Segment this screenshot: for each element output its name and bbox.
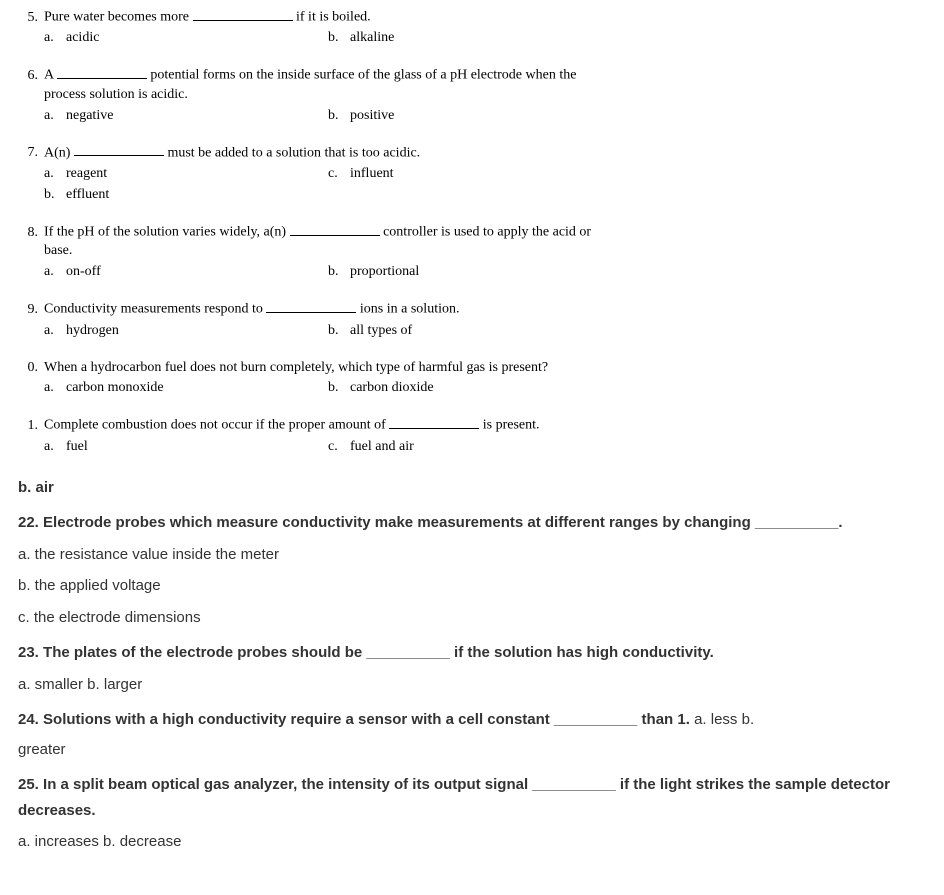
q23-before: The plates of the electrode probes shoul… bbox=[43, 644, 366, 661]
q24-options-inline: a. less b. bbox=[694, 711, 754, 728]
option-letter: a. bbox=[44, 322, 66, 341]
option-text: carbon dioxide bbox=[350, 379, 434, 398]
q23-options: a. smaller b. larger bbox=[18, 672, 926, 698]
fill-blank bbox=[266, 300, 356, 313]
option-text: alkaline bbox=[350, 29, 394, 48]
question-stem: When a hydrocarbon fuel does not burn co… bbox=[44, 359, 926, 378]
fill-blank bbox=[74, 144, 164, 157]
q22: 22. Electrode probes which measure condu… bbox=[18, 510, 926, 536]
option-text: acidic bbox=[66, 29, 99, 48]
q24-before: Solutions with a high conductivity requi… bbox=[43, 711, 554, 728]
question-number: 0. bbox=[18, 359, 44, 378]
q23-after: if the solution has high conductivity. bbox=[450, 644, 714, 661]
option-letter: a. bbox=[44, 379, 66, 398]
option-letter: b. bbox=[328, 29, 350, 48]
fill-blank bbox=[290, 223, 380, 236]
question-number: 7. bbox=[18, 144, 44, 163]
option-text: reagent bbox=[66, 165, 107, 184]
option-text: carbon monoxide bbox=[66, 379, 164, 398]
q22-num: 22. bbox=[18, 514, 43, 531]
question-number: 5. bbox=[18, 9, 44, 28]
option-letter: c. bbox=[328, 165, 350, 184]
question-stem: Pure water becomes more if it is boiled. bbox=[44, 8, 926, 27]
q23-num: 23. bbox=[18, 644, 43, 661]
question-number: 1. bbox=[18, 417, 44, 436]
option-letter: c. bbox=[328, 438, 350, 457]
q25-options: a. increases b. decrease bbox=[18, 829, 926, 855]
q25-blank: __________ bbox=[532, 776, 615, 793]
question-number: 8. bbox=[18, 224, 44, 243]
q22-stem: Electrode probes which measure conductiv… bbox=[43, 514, 755, 531]
sans-block: b. air 22. Electrode probes which measur… bbox=[18, 475, 926, 855]
question-stem: If the pH of the solution varies widely,… bbox=[44, 223, 926, 261]
option-text: positive bbox=[350, 107, 394, 126]
q23-blank: __________ bbox=[366, 644, 449, 661]
question: 6.A potential forms on the inside surfac… bbox=[18, 66, 926, 125]
question-stem: A(n) must be added to a solution that is… bbox=[44, 144, 926, 163]
fill-blank bbox=[57, 66, 147, 79]
question: 0.When a hydrocarbon fuel does not burn … bbox=[18, 359, 926, 399]
q22-option-a: a. the resistance value inside the meter bbox=[18, 542, 926, 568]
option-letter: a. bbox=[44, 107, 66, 126]
q25-before: In a split beam optical gas analyzer, th… bbox=[43, 776, 532, 793]
question-stem: Complete combustion does not occur if th… bbox=[44, 416, 926, 435]
q24: 24. Solutions with a high conductivity r… bbox=[18, 707, 926, 733]
q25: 25. In a split beam optical gas analyzer… bbox=[18, 772, 926, 823]
option-text: effluent bbox=[66, 186, 109, 205]
option-b-air: b. air bbox=[18, 475, 926, 501]
q22-option-c: c. the electrode dimensions bbox=[18, 605, 926, 631]
option-text: negative bbox=[66, 107, 113, 126]
option-letter: b. bbox=[328, 107, 350, 126]
q22-blank: __________. bbox=[755, 514, 843, 531]
option-text: fuel and air bbox=[350, 438, 414, 457]
serif-questions: 5.Pure water becomes more if it is boile… bbox=[18, 8, 926, 457]
q24-blank: __________ bbox=[554, 711, 637, 728]
question: 1.Complete combustion does not occur if … bbox=[18, 416, 926, 456]
option-letter: b. bbox=[328, 263, 350, 282]
question-number: 9. bbox=[18, 301, 44, 320]
option-text: on-off bbox=[66, 263, 101, 282]
q22-option-b: b. the applied voltage bbox=[18, 573, 926, 599]
option-text: proportional bbox=[350, 263, 419, 282]
question: 9.Conductivity measurements respond to i… bbox=[18, 300, 926, 340]
fill-blank bbox=[193, 8, 293, 21]
option-letter: b. bbox=[328, 322, 350, 341]
option-letter: b. bbox=[328, 379, 350, 398]
question-number: 6. bbox=[18, 67, 44, 86]
question-stem: Conductivity measurements respond to ion… bbox=[44, 300, 926, 319]
q24-after: than 1. bbox=[637, 711, 694, 728]
question: 5.Pure water becomes more if it is boile… bbox=[18, 8, 926, 48]
option-text: influent bbox=[350, 165, 394, 184]
question: 7.A(n) must be added to a solution that … bbox=[18, 144, 926, 205]
option-letter: a. bbox=[44, 438, 66, 457]
question-stem: A potential forms on the inside surface … bbox=[44, 66, 926, 104]
q24-options-wrap: greater bbox=[18, 737, 926, 763]
option-letter: a. bbox=[44, 29, 66, 48]
option-letter: b. bbox=[44, 186, 66, 205]
q24-num: 24. bbox=[18, 711, 43, 728]
q25-num: 25. bbox=[18, 776, 43, 793]
q23: 23. The plates of the electrode probes s… bbox=[18, 640, 926, 666]
option-text: fuel bbox=[66, 438, 88, 457]
option-letter: a. bbox=[44, 263, 66, 282]
fill-blank bbox=[389, 416, 479, 429]
option-text: all types of bbox=[350, 322, 412, 341]
question: 8.If the pH of the solution varies widel… bbox=[18, 223, 926, 282]
option-text: hydrogen bbox=[66, 322, 119, 341]
option-letter: a. bbox=[44, 165, 66, 184]
